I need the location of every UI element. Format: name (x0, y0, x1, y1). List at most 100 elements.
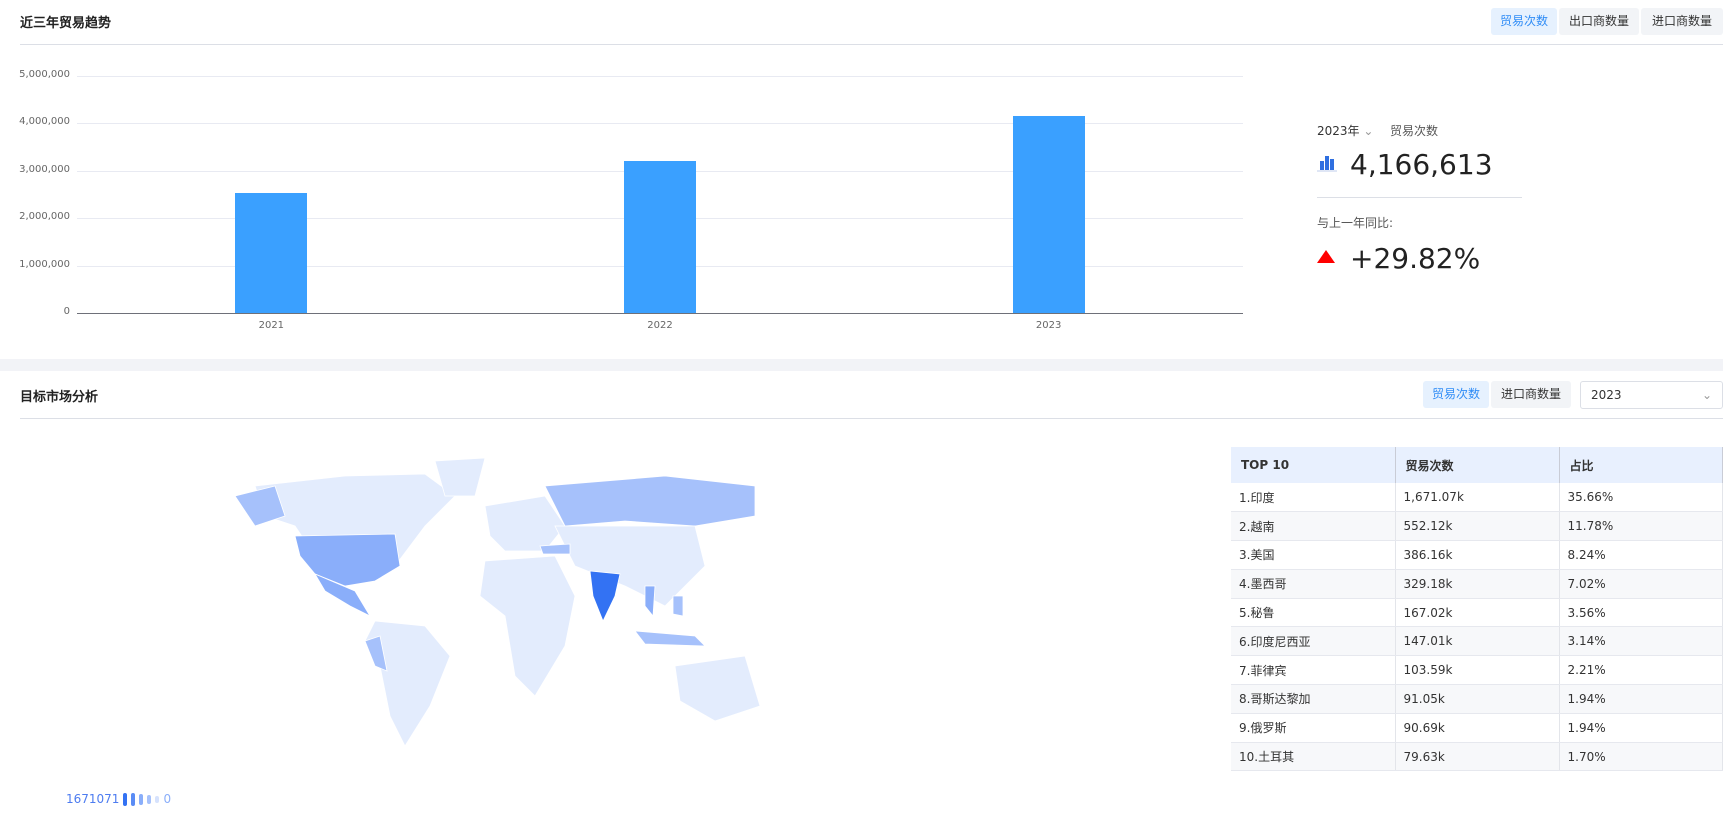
cell-share: 1.94% (1559, 713, 1723, 743)
table-row: 3.美国 386.16k 8.24% (1231, 540, 1723, 570)
chevron-down-icon: ⌄ (1363, 124, 1374, 138)
map-region-india (589, 570, 621, 622)
map-region-greenland (434, 457, 486, 497)
map-region-usa (294, 533, 401, 587)
map-region-turkey (539, 543, 571, 555)
legend-step (131, 792, 136, 806)
legend-min: 0 (163, 792, 172, 806)
tab-importer-count[interactable]: 进口商数量 (1641, 8, 1723, 35)
legend-step (155, 795, 160, 803)
up-arrow-icon (1317, 250, 1335, 263)
bar-2023[interactable] (1012, 115, 1085, 313)
table-row: 8.哥斯达黎加 91.05k 1.94% (1231, 684, 1723, 714)
cell-share: 1.70% (1559, 742, 1723, 772)
y-tick-label: 5,000,000 (19, 69, 70, 80)
year-select[interactable]: 2023 ⌄ (1580, 381, 1723, 409)
year-dropdown[interactable]: 2023年 ⌄ (1317, 122, 1373, 139)
map-region-alaska (234, 485, 286, 527)
map-region-peru (364, 635, 388, 672)
cell-country: 2.越南 (1231, 511, 1396, 542)
map-region-europe (484, 495, 566, 552)
change-value: +29.82% (1350, 242, 1481, 275)
cell-country: 3.美国 (1231, 540, 1396, 570)
cell-share: 35.66% (1559, 483, 1723, 513)
map-region-africa (479, 555, 576, 697)
compare-label: 与上一年同比: (1317, 216, 1394, 230)
x-tick-label: 2022 (647, 320, 673, 331)
cell-share: 11.78% (1559, 511, 1723, 542)
year-select-value: 2023 (1591, 388, 1622, 402)
bar-chart-icon (1317, 153, 1337, 177)
map-region-indonesia (634, 630, 706, 647)
cell-count: 79.63k (1395, 742, 1560, 772)
map-region-russia (544, 475, 756, 527)
cell-count: 167.02k (1395, 598, 1560, 628)
map-legend[interactable]: 1671071 0 (66, 792, 171, 806)
cell-count: 329.18k (1395, 569, 1560, 599)
y-tick-label: 1,000,000 (19, 258, 70, 270)
table-row: 5.秘鲁 167.02k 3.56% (1231, 598, 1723, 628)
cell-share: 8.24% (1559, 540, 1723, 570)
cell-share: 1.94% (1559, 684, 1723, 714)
cell-share: 3.14% (1559, 626, 1723, 657)
legend-step (123, 792, 128, 806)
cell-country: 7.菲律宾 (1231, 655, 1396, 686)
table-row: 9.俄罗斯 90.69k 1.94% (1231, 713, 1723, 743)
y-tick-label: 4,000,000 (19, 116, 70, 128)
gridline (77, 123, 1243, 125)
table-row: 4.墨西哥 329.18k 7.02% (1231, 569, 1723, 599)
map-region-asia (554, 525, 706, 607)
cell-share: 2.21% (1559, 655, 1723, 686)
cell-count: 1,671.07k (1395, 483, 1560, 513)
metric-label: 贸易次数 (1390, 124, 1439, 138)
y-tick-label: 2,000,000 (19, 211, 70, 223)
tab-market-trade-count[interactable]: 贸易次数 (1423, 381, 1489, 408)
summary-value: 4,166,613 (1350, 148, 1493, 181)
trend-title: 近三年贸易趋势 (20, 16, 112, 31)
cell-country: 6.印度尼西亚 (1231, 626, 1396, 657)
cell-count: 90.69k (1395, 713, 1560, 743)
cell-country: 1.印度 (1231, 483, 1396, 513)
year-value: 2023年 (1317, 124, 1360, 138)
cell-country: 10.土耳其 (1231, 742, 1396, 772)
table-row: 1.印度 1,671.07k 35.66% (1231, 483, 1723, 513)
col-header-count: 贸易次数 (1395, 447, 1560, 483)
cell-country: 5.秘鲁 (1231, 598, 1396, 628)
cell-country: 4.墨西哥 (1231, 569, 1396, 599)
cell-share: 3.56% (1559, 598, 1723, 628)
col-header-rank: TOP 10 (1231, 447, 1396, 483)
top10-table: TOP 10 贸易次数 占比 1.印度 1,671.07k 35.66% 2.越南 55… (1231, 447, 1723, 772)
table-row: 2.越南 552.12k 11.78% (1231, 511, 1723, 542)
table-row: 10.土耳其 79.63k 1.70% (1231, 742, 1723, 772)
cell-count: 103.59k (1395, 655, 1560, 686)
world-map[interactable] (225, 456, 835, 766)
cell-country: 9.俄罗斯 (1231, 713, 1396, 743)
cell-country: 8.哥斯达黎加 (1231, 684, 1396, 714)
tab-market-importer-count[interactable]: 进口商数量 (1491, 381, 1571, 408)
tab-exporter-count[interactable]: 出口商数量 (1559, 8, 1639, 35)
y-tick-label: 0 (63, 306, 70, 317)
divider (1317, 197, 1522, 198)
gridline (77, 76, 1243, 77)
map-region-vietnam (644, 585, 656, 618)
market-title: 目标市场分析 (20, 390, 99, 405)
legend-step (139, 793, 144, 805)
col-header-share: 占比 (1559, 447, 1723, 483)
map-region-australia (674, 655, 761, 722)
map-region-philippines (672, 595, 684, 617)
table-row: 7.菲律宾 103.59k 2.21% (1231, 655, 1723, 686)
legend-step (147, 794, 152, 804)
tab-trade-count[interactable]: 贸易次数 (1491, 8, 1557, 35)
cell-count: 91.05k (1395, 684, 1560, 714)
cell-share: 7.02% (1559, 569, 1723, 599)
x-axis-line (77, 313, 1243, 314)
bar-2021[interactable] (235, 192, 308, 313)
bar-2022[interactable] (624, 160, 696, 313)
chevron-down-icon: ⌄ (1701, 388, 1712, 402)
divider (20, 44, 1723, 45)
cell-count: 552.12k (1395, 511, 1560, 542)
x-tick-label: 2021 (258, 320, 285, 331)
section-separator (0, 359, 1723, 371)
cell-count: 386.16k (1395, 540, 1560, 570)
trend-bar-chart: 0 1,000,000 2,000,000 3,000,000 4,000,000 5,0… (0, 0, 1260, 340)
